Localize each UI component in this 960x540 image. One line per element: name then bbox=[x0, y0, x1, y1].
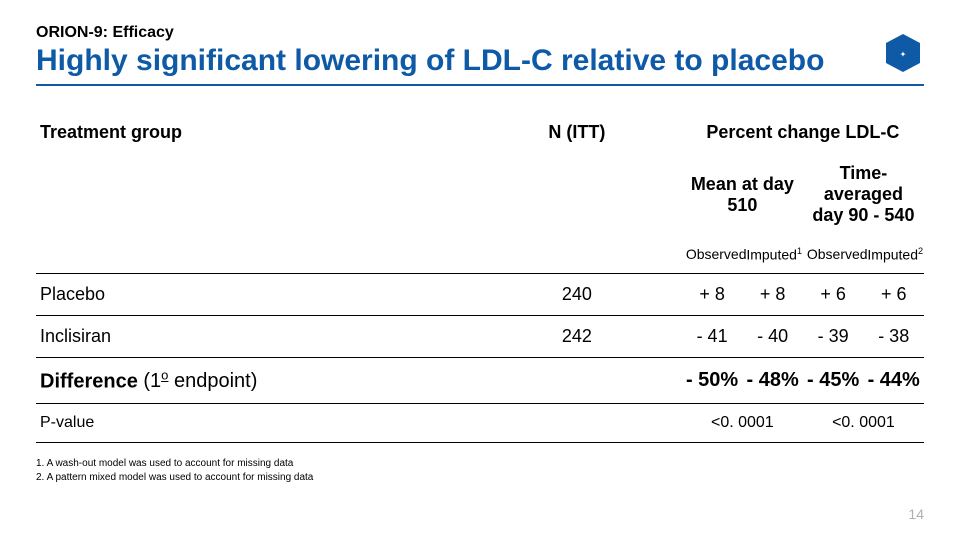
pvalue-value: <0. 0001 bbox=[682, 404, 803, 443]
cell-value: + 6 bbox=[863, 273, 924, 315]
difference-label: Difference (1o endpoint) bbox=[36, 357, 682, 404]
cell-value: + 8 bbox=[682, 273, 743, 315]
efficacy-table: Treatment group N (ITT) Percent change L… bbox=[36, 112, 924, 443]
svg-text:✦: ✦ bbox=[900, 50, 907, 59]
diff-value: - 48% bbox=[742, 357, 803, 404]
footnotes: 1. A wash-out model was used to account … bbox=[36, 457, 924, 484]
slide-title: Highly significant lowering of LDL-C rel… bbox=[36, 44, 924, 86]
cell-value: + 6 bbox=[803, 273, 864, 315]
cell-value: - 38 bbox=[863, 315, 924, 357]
diff-value: - 50% bbox=[682, 357, 743, 404]
table-row: Inclisiran 242 - 41 - 40 - 39 - 38 bbox=[36, 315, 924, 357]
slide-kicker: ORION-9: Efficacy bbox=[36, 24, 924, 42]
diff-value: - 45% bbox=[803, 357, 864, 404]
diff-value: - 44% bbox=[863, 357, 924, 404]
row-label: Inclisiran bbox=[36, 315, 472, 357]
cell-value: - 39 bbox=[803, 315, 864, 357]
table-row: Placebo 240 + 8 + 8 + 6 + 6 bbox=[36, 273, 924, 315]
cell-value: - 40 bbox=[742, 315, 803, 357]
th-percent-change: Percent change LDL-C bbox=[682, 112, 924, 153]
th-imputed-2: Imputed2 bbox=[863, 236, 924, 273]
footnote-1: 1. A wash-out model was used to account … bbox=[36, 457, 924, 471]
th-time-averaged: Time-averaged day 90 - 540 bbox=[803, 153, 924, 236]
pvalue-value: <0. 0001 bbox=[803, 404, 924, 443]
brand-logo-icon: ✦ bbox=[882, 32, 924, 74]
th-n-itt: N (ITT) bbox=[472, 112, 682, 153]
row-label: Placebo bbox=[36, 273, 472, 315]
pvalue-label: P-value bbox=[36, 404, 682, 443]
th-observed-2: Observed bbox=[803, 236, 864, 273]
cell-n: 242 bbox=[472, 315, 682, 357]
page-number: 14 bbox=[908, 506, 924, 522]
footnote-2: 2. A pattern mixed model was used to acc… bbox=[36, 471, 924, 485]
th-imputed-1: Imputed1 bbox=[742, 236, 803, 273]
th-treatment-group: Treatment group bbox=[36, 112, 472, 153]
cell-value: + 8 bbox=[742, 273, 803, 315]
cell-value: - 41 bbox=[682, 315, 743, 357]
cell-n: 240 bbox=[472, 273, 682, 315]
difference-row: Difference (1o endpoint) - 50% - 48% - 4… bbox=[36, 357, 924, 404]
th-observed-1: Observed bbox=[682, 236, 743, 273]
pvalue-row: P-value <0. 0001 <0. 0001 bbox=[36, 404, 924, 443]
th-mean-day510: Mean at day 510 bbox=[682, 153, 803, 236]
